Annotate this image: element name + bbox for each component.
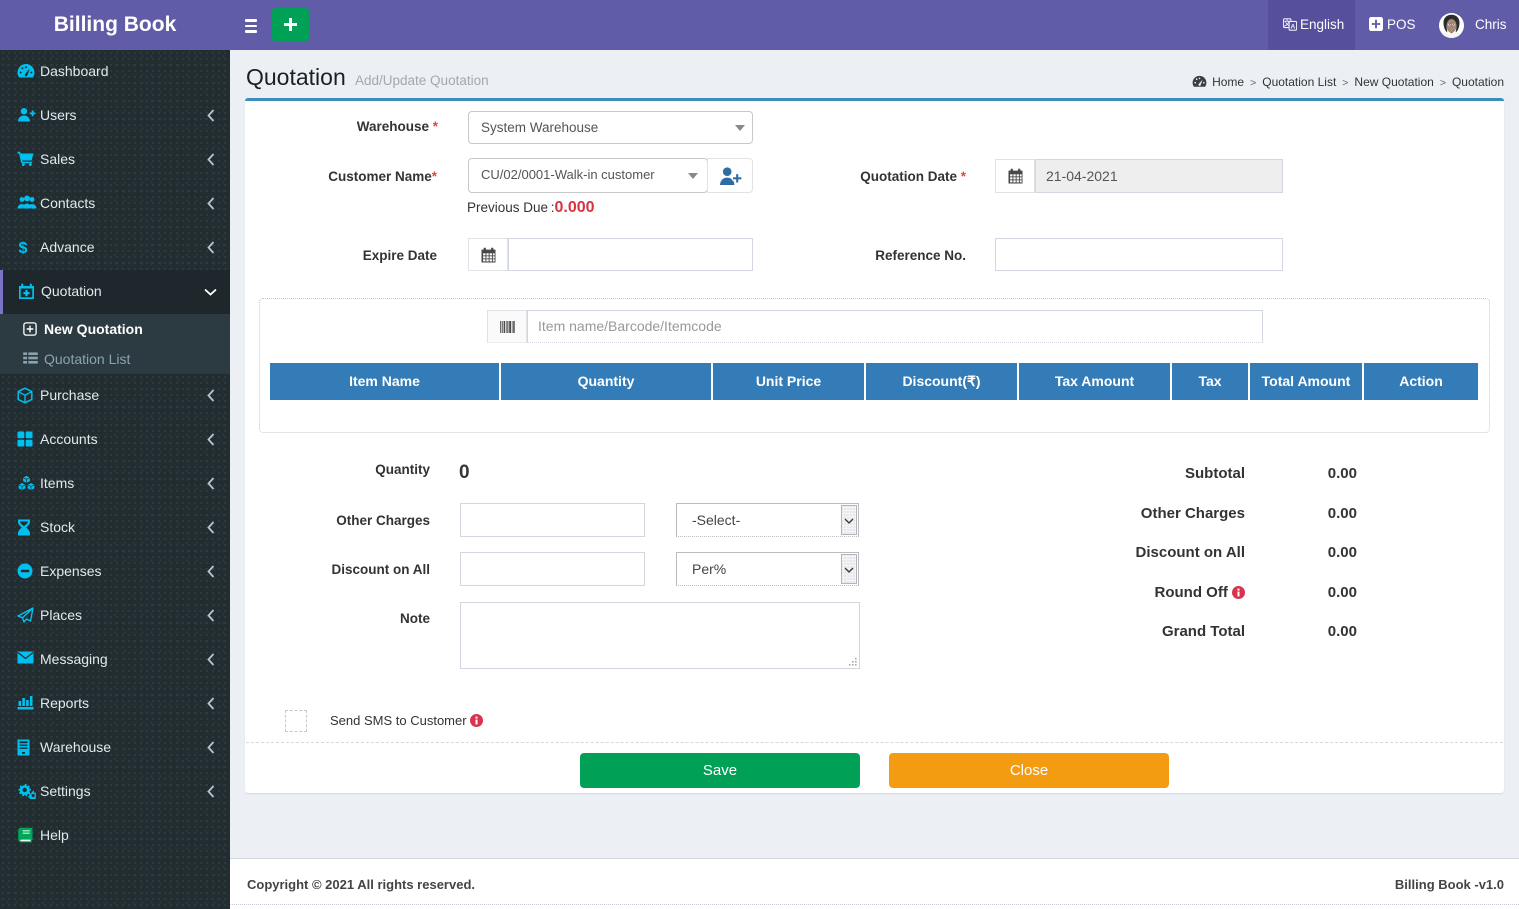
svg-text:$: $ [19, 240, 28, 256]
svg-text:文: 文 [1284, 19, 1291, 28]
svg-text:A: A [1291, 23, 1296, 30]
